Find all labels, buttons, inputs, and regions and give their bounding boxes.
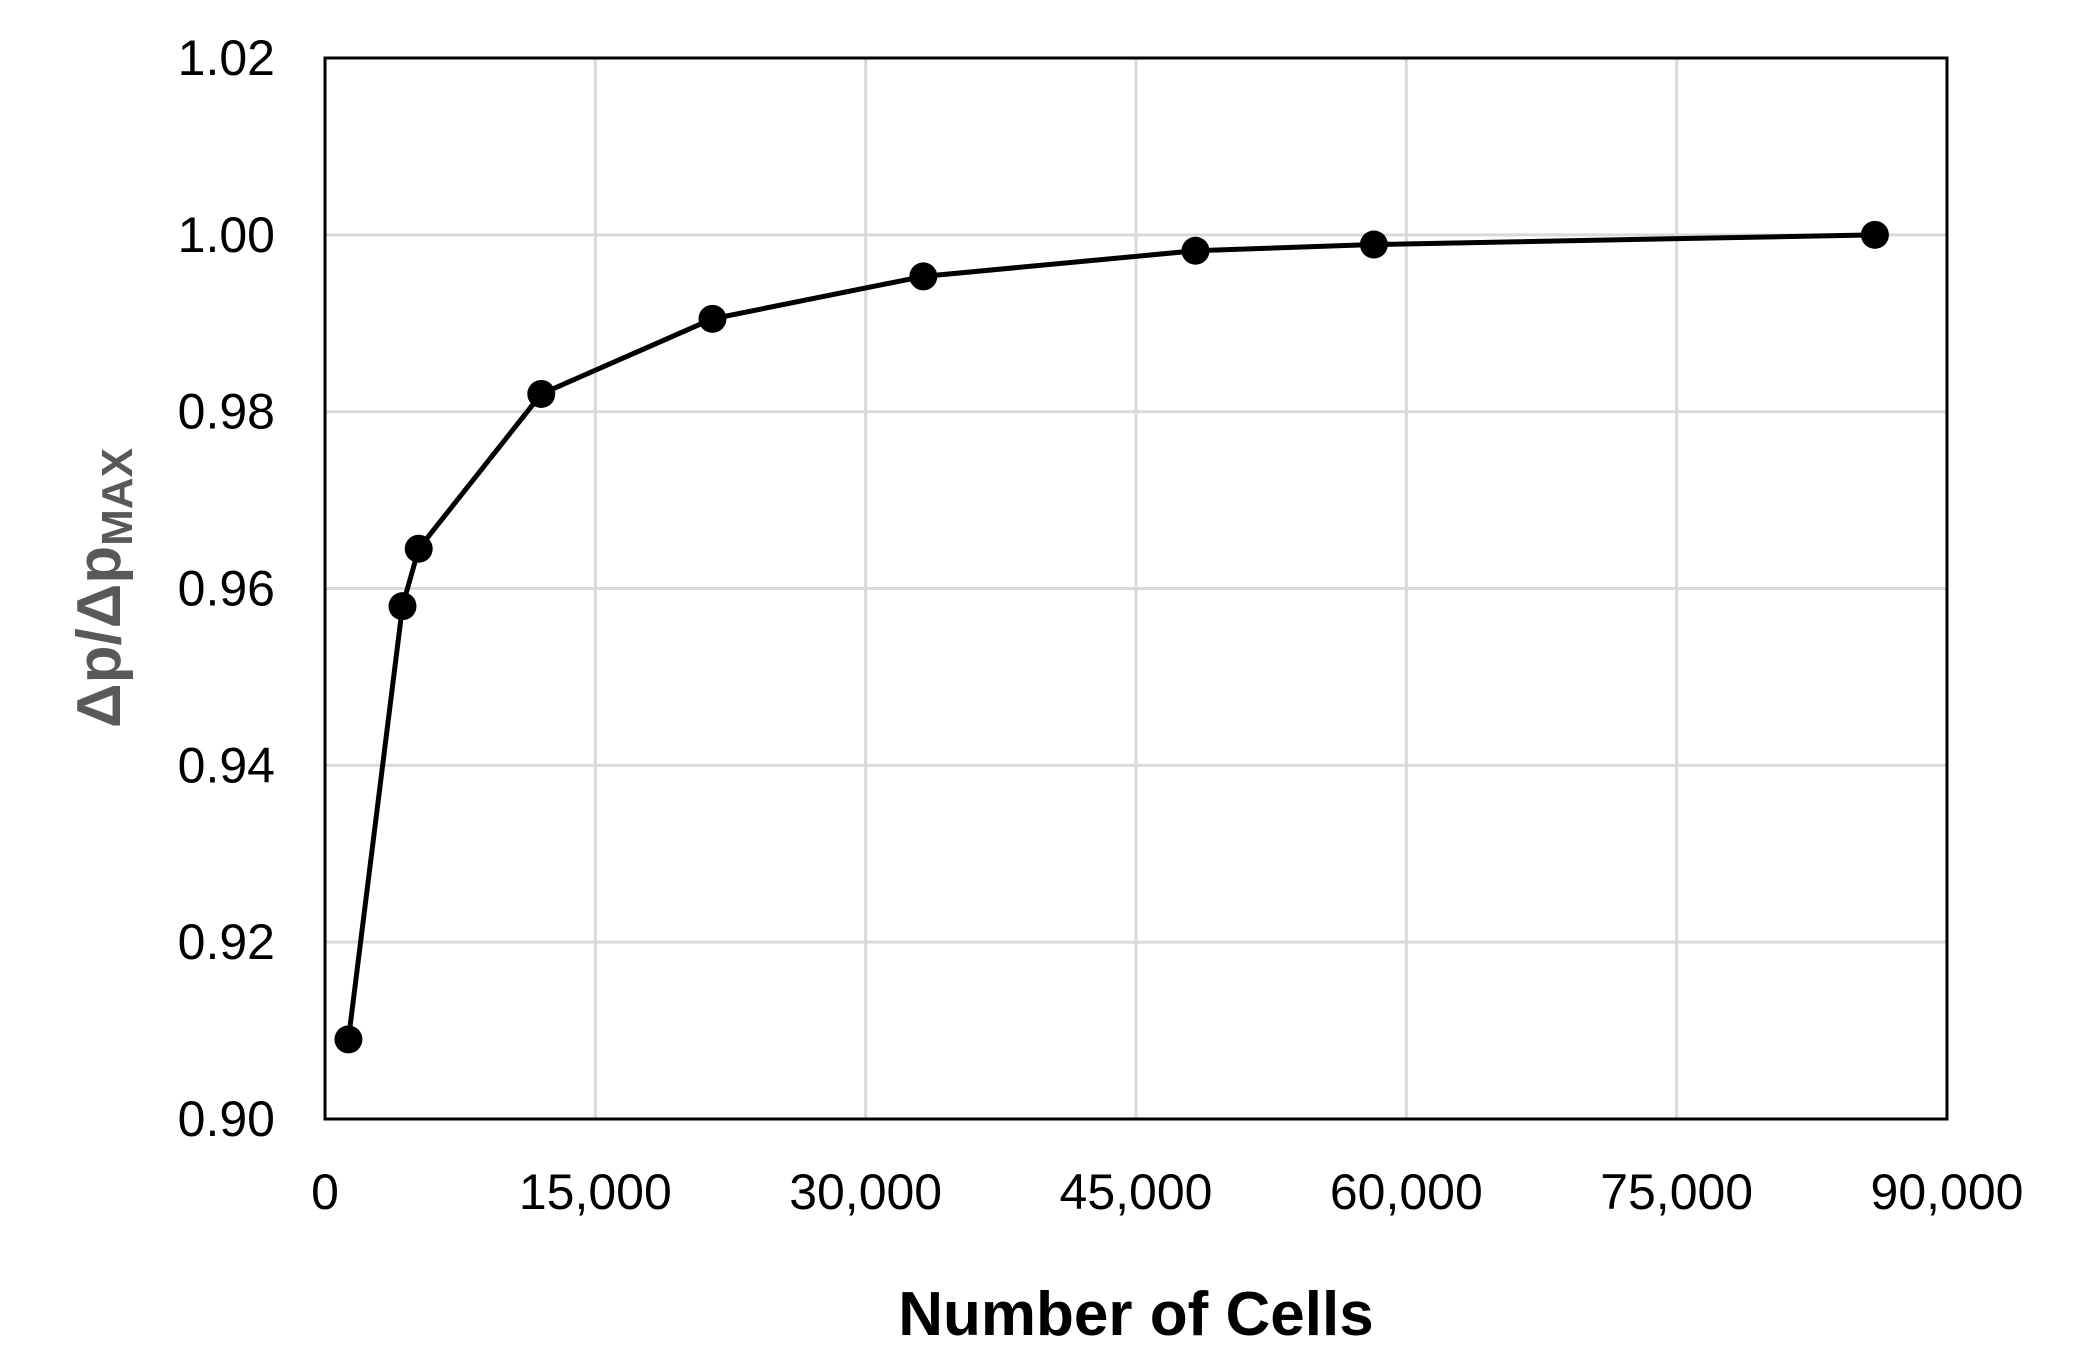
series-line: [345, 232, 1875, 1040]
series-layer: [334, 220, 1889, 1054]
x-tick-label: 90,000: [1871, 1164, 2024, 1220]
data-point: [909, 262, 938, 291]
x-tick-label: 15,000: [519, 1164, 672, 1220]
data-point: [1181, 236, 1210, 265]
data-point: [698, 304, 727, 333]
y-tick-label: 0.96: [178, 561, 275, 617]
data-point: [404, 534, 433, 563]
grid-lines: [325, 58, 1947, 1119]
y-tick-label: 0.90: [178, 1091, 275, 1147]
y-axis-ticks: 0.90 0.92 0.94 0.96 0.98 1.00 1.02: [178, 30, 275, 1147]
data-point: [388, 592, 417, 621]
y-tick-label: 0.92: [178, 914, 275, 970]
y-axis-title: Δp/ΔpMAX: [65, 448, 142, 728]
y-tick-label: 1.00: [178, 207, 275, 263]
x-tick-label: 45,000: [1060, 1164, 1213, 1220]
y-axis-title-main: Δp/Δp: [65, 546, 134, 728]
x-axis-title: Number of Cells: [898, 1280, 1373, 1349]
y-tick-label: 1.02: [178, 30, 275, 86]
y-axis-title-subscript: MAX: [93, 448, 142, 546]
data-point: [527, 379, 556, 408]
x-axis-ticks: 0 15,000 30,000 45,000 60,000 75,000 90,000: [311, 1164, 2023, 1220]
y-tick-label: 0.98: [178, 384, 275, 440]
x-tick-label: 30,000: [789, 1164, 942, 1220]
data-point: [1860, 220, 1889, 249]
plot-area: [323, 56, 1949, 1121]
x-tick-label: 0: [311, 1164, 339, 1220]
data-point: [334, 1025, 363, 1054]
x-tick-label: 60,000: [1330, 1164, 1483, 1220]
data-point: [1359, 230, 1388, 259]
x-tick-label: 75,000: [1600, 1164, 1753, 1220]
y-tick-label: 0.94: [178, 737, 275, 793]
